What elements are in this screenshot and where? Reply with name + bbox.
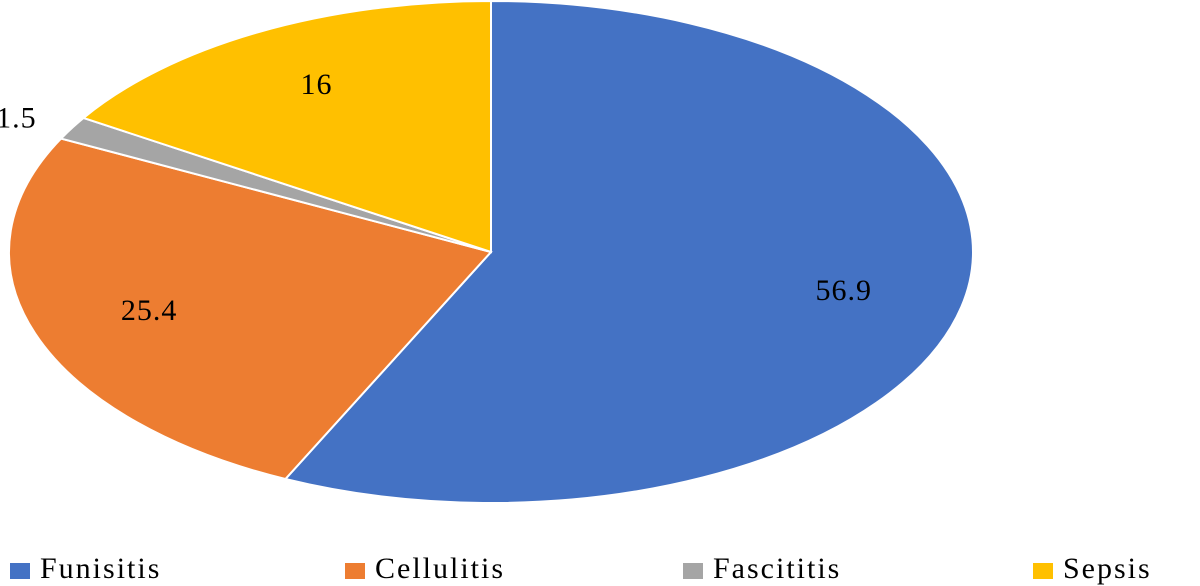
- legend-label: Cellulitis: [375, 552, 505, 585]
- legend-label: Fascititis: [713, 552, 841, 585]
- pie-slice: [81, 0, 492, 254]
- legend-swatch: [345, 563, 365, 579]
- data-label: 25.4: [121, 294, 178, 327]
- data-label: 56.9: [816, 274, 873, 307]
- legend-label: Funisitis: [40, 552, 161, 585]
- legend-swatch: [683, 563, 703, 579]
- data-label: 16: [301, 68, 333, 101]
- legend-swatch: [10, 563, 30, 579]
- legend-swatch: [1033, 563, 1053, 579]
- legend-label: Sepsis: [1063, 552, 1152, 585]
- data-label: 1.5: [0, 102, 37, 135]
- pie-slice: [8, 137, 493, 481]
- pie-slice: [283, 0, 974, 504]
